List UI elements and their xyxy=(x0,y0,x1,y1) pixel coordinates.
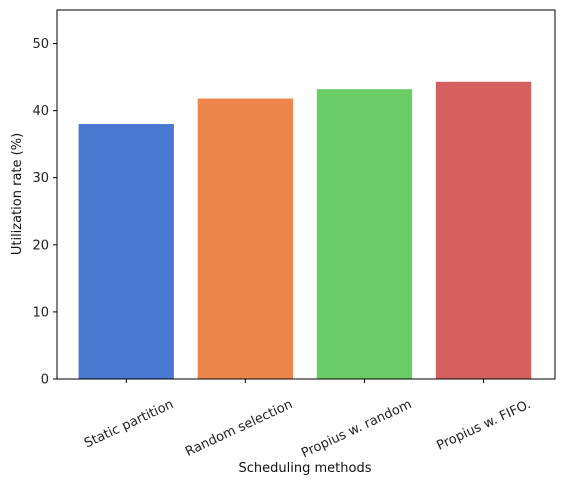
x-axis: Static partition Random selection Propius … xyxy=(82,379,533,461)
y-tick-label: 20 xyxy=(32,238,49,253)
bar-propius-w-random xyxy=(316,89,413,380)
y-tick-label: 10 xyxy=(32,305,49,320)
bar-propius-w-fifo xyxy=(435,81,532,380)
y-tick-label: 0 xyxy=(41,373,49,388)
y-tick-label: 30 xyxy=(32,171,49,186)
y-tick-label: 40 xyxy=(32,104,49,119)
x-tick-label: Random selection xyxy=(183,397,295,460)
bars xyxy=(78,81,532,380)
axes-frame xyxy=(56,9,556,380)
x-tick-label: Propius w. FIFO. xyxy=(434,397,533,454)
x-axis-title: Scheduling methods xyxy=(239,461,372,476)
bar-random-selection xyxy=(197,98,293,379)
plot-area xyxy=(56,9,556,380)
bar-static-partition xyxy=(78,124,174,380)
x-tick-label: Static partition xyxy=(82,397,176,451)
y-axis-title: Utilization rate (%) xyxy=(10,133,25,255)
y-axis: 0 10 20 30 40 50 xyxy=(32,37,57,388)
y-tick-label: 50 xyxy=(32,37,49,52)
x-tick-label: Propius w. random xyxy=(299,397,414,461)
